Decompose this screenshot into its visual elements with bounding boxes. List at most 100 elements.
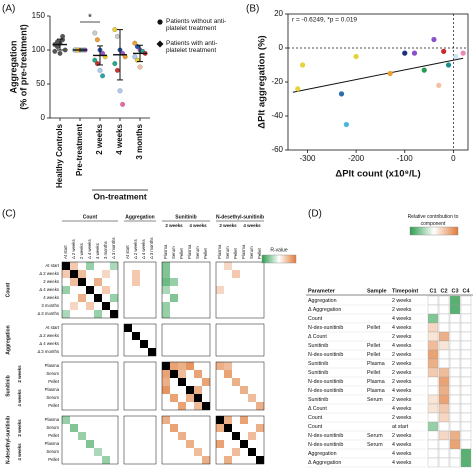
heatmap-cell (70, 302, 78, 310)
row-label: Serum (46, 371, 59, 376)
heatmap-cell (427, 421, 439, 432)
cell-text: at start (392, 424, 409, 430)
row-label: At start (45, 325, 59, 330)
legend-title-box: Relative contribution to component (408, 214, 459, 226)
heatmap-cell (449, 340, 461, 351)
cell-text: 2 weeks (392, 307, 412, 313)
heatmap-cell (449, 394, 461, 405)
heatmap-cell (170, 370, 178, 378)
data-point (114, 34, 120, 39)
heatmap-cell (256, 456, 264, 464)
row-label: Δ 4 weeks (39, 341, 59, 346)
column-label: At start (63, 245, 68, 259)
heatmap-cell (124, 324, 132, 332)
panel-label: (D) (308, 209, 322, 220)
heatmap-cell (170, 394, 178, 402)
heatmap-cell (202, 378, 210, 386)
row-label: Plasma (45, 363, 60, 368)
cell-text: N-des-sunitinib (308, 379, 343, 385)
data-point (387, 70, 393, 77)
column-group-label: Sunitinib (175, 214, 196, 220)
heatmap-cell (449, 304, 461, 315)
legend-marker (156, 40, 164, 48)
data-point (112, 27, 118, 33)
data-point (100, 73, 105, 79)
heatmap-cell (194, 394, 202, 402)
heatmap-cell (460, 349, 472, 360)
row-group-label: N-desethyl-sunitinib (5, 416, 11, 464)
heatmap-cell (186, 440, 194, 448)
data-point (338, 91, 345, 97)
heatmap-cell (449, 439, 461, 450)
y-axis-label: Aggregation (8, 41, 18, 94)
data-point (117, 88, 123, 94)
heatmap-cell (224, 362, 232, 370)
heatmap-cell (78, 270, 86, 278)
legend-title: R-value (270, 247, 287, 253)
legend-label: Patients with anti-platelet treatment (166, 40, 218, 54)
heatmap-cell (232, 432, 240, 440)
column-label: Pellet (233, 247, 238, 259)
heatmap-cell (86, 262, 94, 270)
row-label: Plasma (45, 441, 60, 446)
x-tick-label: 2 weeks (95, 123, 104, 154)
heatmap-cell (460, 367, 472, 378)
heatmap-cell (256, 402, 264, 410)
row-label: 3 months (41, 303, 59, 308)
heatmap-cell (256, 424, 264, 432)
data-point (453, 53, 459, 60)
heatmap-cell (62, 416, 70, 424)
column-label: 4 weeks (95, 243, 100, 259)
cell-text: Sunitinib (308, 370, 328, 376)
heatmap-cell (162, 416, 170, 424)
row-label: Pellet (48, 457, 60, 462)
cell-text: 2 weeks (392, 334, 412, 340)
heatmap-cell (449, 376, 461, 387)
heatmap-cell (427, 439, 439, 450)
heatmap-cell (449, 430, 461, 441)
heatmap-cell (178, 432, 186, 440)
heatmap-cell (224, 424, 232, 432)
heatmap-cell (460, 421, 472, 432)
heatmap-cell (224, 370, 232, 378)
data-point (411, 50, 418, 56)
heatmap-cell (178, 378, 186, 386)
column-label: Serum (249, 246, 254, 259)
column-header: Parameter (308, 288, 336, 294)
heatmap-cell (460, 448, 472, 459)
data-point (57, 51, 63, 56)
column-label: 2 weeks (79, 243, 84, 259)
heatmap-cell (78, 278, 86, 286)
row-label: Δ 4 weeks (39, 287, 59, 292)
cell-text: N-des-sunitinib (308, 388, 343, 394)
heatmap-cell (460, 340, 472, 351)
cell-text: 4 weeks (392, 451, 412, 457)
heatmap-cell (240, 416, 248, 424)
heatmap-cell (216, 440, 224, 448)
data-point (92, 30, 98, 36)
cell-text: Δ Count (308, 334, 327, 340)
cell-text: Plasma (367, 379, 385, 385)
heatmap-cell (438, 385, 450, 396)
x-tick-label: -300 (299, 154, 316, 163)
x-tick-label: -100 (397, 154, 414, 163)
column-label: Δ 2 weeks (133, 239, 138, 259)
block-frame (215, 261, 265, 319)
column-header: Timepoint (392, 288, 418, 294)
panel-label: (C) (2, 209, 16, 220)
cell-text: 2 weeks (392, 397, 412, 403)
heatmap-cell (162, 278, 170, 286)
column-label: Δ 2 weeks (71, 239, 76, 259)
data-point (132, 40, 138, 46)
heatmap-cell (449, 421, 461, 432)
legend-label-box: Patients without anti-platelet treatment (166, 18, 226, 32)
heatmap-cell (427, 331, 439, 342)
heatmap-cell (170, 294, 178, 302)
heatmap-cell (70, 262, 78, 270)
heatmap-cell (438, 313, 450, 324)
heatmap-cell (132, 332, 140, 340)
y-tick-label: 100 (32, 45, 46, 54)
heatmap-cell (62, 270, 70, 278)
column-subgroup-label: 4 weeks (243, 223, 261, 228)
fit-line (292, 57, 464, 93)
